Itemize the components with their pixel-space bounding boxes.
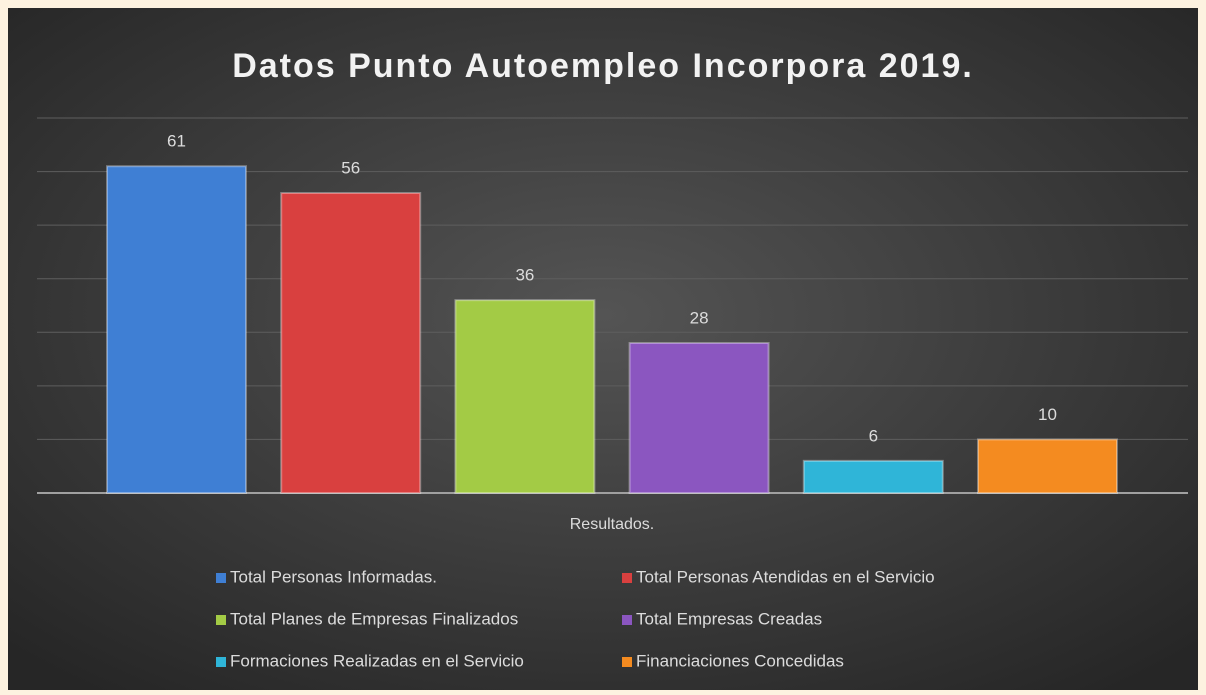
legend-marker [622, 657, 632, 667]
legend-marker [216, 573, 226, 583]
legend-label: Total Personas Informadas. [230, 567, 437, 586]
bar [628, 342, 770, 494]
bar [106, 165, 247, 494]
legend-marker [216, 615, 226, 625]
bar [977, 438, 1118, 494]
legend-marker [622, 615, 632, 625]
legend-label: Total Planes de Empresas Finalizados [230, 609, 518, 628]
data-label: 61 [167, 132, 186, 151]
legend-marker [216, 657, 226, 667]
data-label: 36 [515, 266, 534, 285]
bar [454, 299, 596, 494]
bar [802, 459, 944, 495]
data-label: 28 [690, 308, 709, 327]
bar [280, 192, 422, 494]
legend-label: Formaciones Realizadas en el Servicio [230, 651, 524, 670]
legend-label: Total Personas Atendidas en el Servicio [636, 567, 935, 586]
x-axis-label: Resultados. [570, 516, 655, 533]
chart-title: Datos Punto Autoempleo Incorpora 2019. [232, 47, 974, 85]
data-label: 6 [869, 426, 878, 445]
data-label: 10 [1038, 405, 1057, 424]
legend-label: Financiaciones Concedidas [636, 651, 844, 670]
data-label: 56 [341, 158, 360, 177]
legend-marker [622, 573, 632, 583]
legend-label: Total Empresas Creadas [636, 609, 822, 628]
